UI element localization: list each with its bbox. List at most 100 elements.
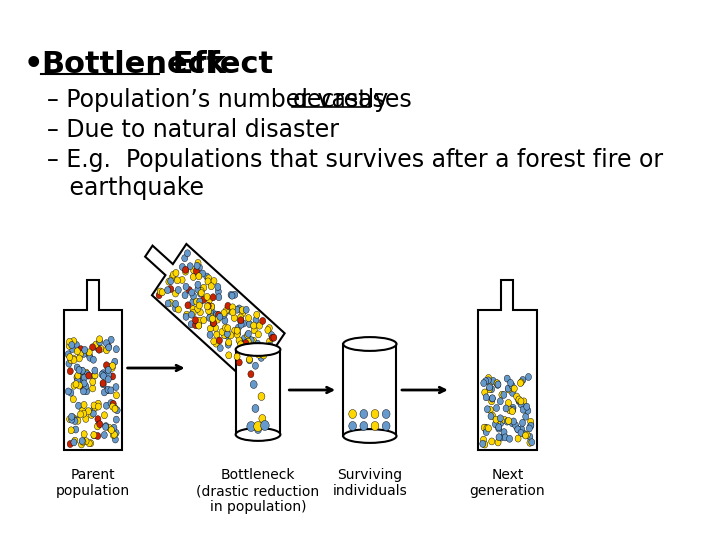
Circle shape	[173, 290, 179, 297]
Circle shape	[181, 255, 188, 262]
Circle shape	[516, 397, 522, 404]
Circle shape	[210, 320, 216, 327]
Circle shape	[238, 341, 244, 348]
Circle shape	[234, 353, 240, 360]
Circle shape	[102, 431, 107, 438]
Circle shape	[246, 330, 251, 338]
Circle shape	[207, 309, 213, 316]
Circle shape	[100, 381, 107, 388]
Circle shape	[243, 340, 249, 347]
Circle shape	[518, 379, 524, 386]
Circle shape	[258, 393, 265, 401]
Circle shape	[483, 394, 489, 401]
Circle shape	[112, 436, 118, 443]
Circle shape	[225, 341, 231, 348]
Circle shape	[207, 325, 213, 332]
Circle shape	[94, 423, 101, 430]
Circle shape	[108, 336, 114, 343]
Circle shape	[71, 338, 77, 345]
Circle shape	[371, 422, 379, 430]
Circle shape	[485, 406, 490, 413]
Circle shape	[510, 406, 516, 413]
Circle shape	[89, 411, 94, 418]
Circle shape	[228, 332, 234, 339]
Circle shape	[110, 431, 117, 438]
Circle shape	[498, 398, 503, 405]
Text: decreases: decreases	[292, 88, 412, 112]
Circle shape	[482, 424, 488, 431]
Circle shape	[255, 426, 261, 434]
Circle shape	[480, 440, 486, 447]
Circle shape	[246, 321, 253, 328]
Circle shape	[108, 387, 114, 394]
Circle shape	[83, 437, 89, 444]
Circle shape	[230, 309, 235, 316]
Circle shape	[76, 382, 82, 389]
Circle shape	[71, 396, 76, 403]
Circle shape	[503, 434, 508, 441]
Circle shape	[190, 273, 197, 280]
Circle shape	[96, 422, 102, 429]
Circle shape	[111, 424, 117, 431]
Circle shape	[251, 337, 256, 344]
Circle shape	[173, 305, 179, 312]
Circle shape	[206, 307, 212, 314]
Circle shape	[69, 346, 76, 353]
Circle shape	[518, 401, 524, 408]
Circle shape	[212, 325, 218, 332]
Circle shape	[112, 358, 118, 365]
Circle shape	[208, 283, 215, 290]
Circle shape	[246, 356, 253, 363]
Circle shape	[269, 334, 275, 341]
Circle shape	[197, 309, 203, 316]
Circle shape	[508, 380, 513, 387]
Circle shape	[528, 422, 534, 429]
Circle shape	[195, 259, 201, 266]
Circle shape	[209, 303, 215, 310]
Circle shape	[200, 296, 207, 303]
Circle shape	[258, 354, 264, 361]
Circle shape	[81, 401, 87, 408]
Circle shape	[68, 416, 75, 423]
Circle shape	[72, 417, 78, 424]
Text: – Population’s number vastly: – Population’s number vastly	[48, 88, 396, 112]
Circle shape	[239, 307, 246, 314]
Circle shape	[492, 421, 498, 428]
Circle shape	[513, 393, 520, 400]
Circle shape	[105, 366, 111, 373]
Circle shape	[168, 286, 174, 293]
Circle shape	[204, 303, 210, 310]
Circle shape	[86, 352, 92, 359]
Circle shape	[256, 351, 262, 358]
Circle shape	[104, 402, 109, 409]
Circle shape	[81, 350, 86, 357]
Circle shape	[487, 384, 492, 391]
Circle shape	[79, 407, 86, 414]
Circle shape	[183, 313, 189, 320]
Circle shape	[510, 418, 517, 425]
Circle shape	[222, 324, 228, 331]
Circle shape	[73, 341, 79, 348]
Circle shape	[515, 435, 521, 442]
Circle shape	[228, 292, 234, 298]
Circle shape	[113, 346, 120, 353]
Circle shape	[166, 278, 172, 285]
Circle shape	[91, 356, 96, 363]
Circle shape	[79, 379, 86, 386]
Circle shape	[495, 424, 502, 431]
Circle shape	[520, 376, 526, 383]
Circle shape	[224, 330, 230, 338]
Circle shape	[267, 342, 273, 349]
Circle shape	[264, 346, 270, 353]
Circle shape	[494, 380, 500, 387]
Circle shape	[207, 296, 212, 303]
Circle shape	[99, 371, 105, 378]
Circle shape	[495, 419, 500, 426]
Circle shape	[211, 338, 217, 345]
Circle shape	[487, 379, 493, 386]
Circle shape	[78, 346, 84, 353]
Circle shape	[89, 344, 96, 351]
Circle shape	[523, 432, 528, 439]
Circle shape	[215, 284, 221, 291]
Circle shape	[222, 317, 228, 324]
